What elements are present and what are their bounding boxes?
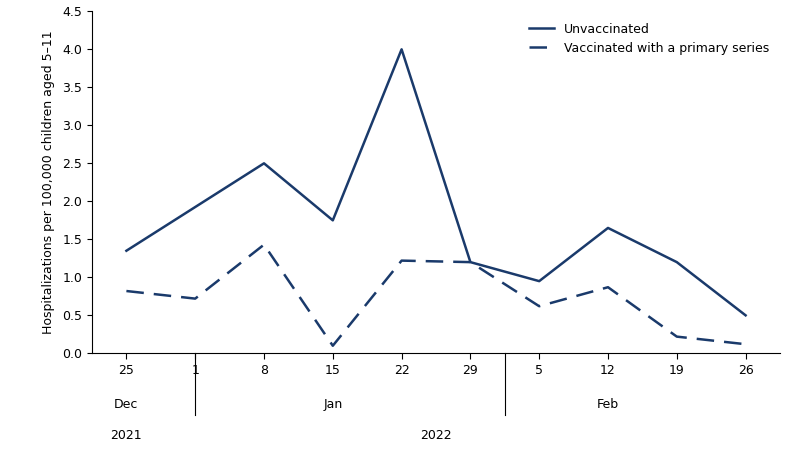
Vaccinated with a primary series	[603, 284, 613, 290]
Text: 2022: 2022	[420, 429, 452, 442]
Vaccinated with a primary series	[122, 288, 131, 294]
Vaccinated with a primary series	[190, 296, 200, 301]
Unvaccinated	[397, 47, 406, 52]
Text: Feb: Feb	[597, 398, 619, 411]
Unvaccinated	[672, 260, 682, 265]
Text: Dec: Dec	[114, 398, 138, 411]
Unvaccinated	[466, 260, 475, 265]
Vaccinated with a primary series	[741, 342, 750, 347]
Vaccinated with a primary series	[397, 258, 406, 263]
Y-axis label: Hospitalizations per 100,000 children aged 5–11: Hospitalizations per 100,000 children ag…	[42, 30, 55, 334]
Text: Jan: Jan	[323, 398, 342, 411]
Unvaccinated	[603, 225, 613, 231]
Vaccinated with a primary series	[672, 334, 682, 339]
Line: Vaccinated with a primary series: Vaccinated with a primary series	[126, 245, 746, 346]
Vaccinated with a primary series	[534, 304, 544, 309]
Legend: Unvaccinated, Vaccinated with a primary series: Unvaccinated, Vaccinated with a primary …	[523, 18, 774, 60]
Unvaccinated	[328, 217, 338, 223]
Line: Unvaccinated: Unvaccinated	[126, 49, 746, 315]
Vaccinated with a primary series	[466, 260, 475, 265]
Unvaccinated	[741, 313, 750, 318]
Unvaccinated	[122, 248, 131, 254]
Vaccinated with a primary series	[328, 343, 338, 348]
Vaccinated with a primary series	[259, 242, 269, 247]
Unvaccinated	[259, 161, 269, 166]
Text: 2021: 2021	[110, 429, 142, 442]
Unvaccinated	[534, 279, 544, 284]
